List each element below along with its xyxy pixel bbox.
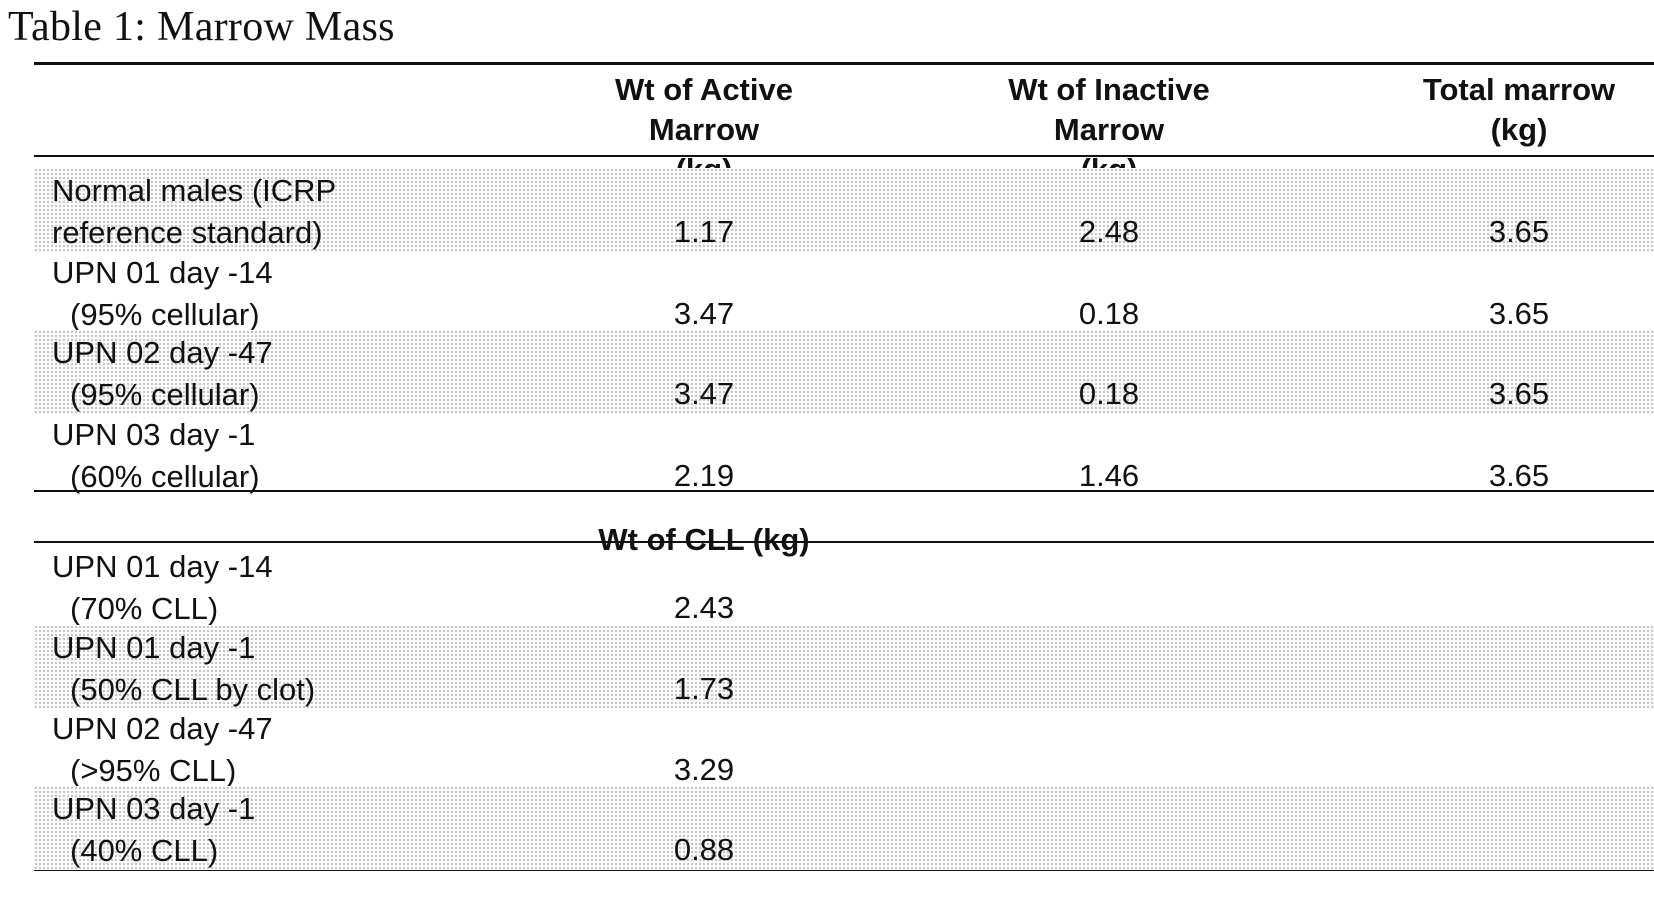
row-label-line1: Normal males (ICRP bbox=[52, 170, 336, 212]
cell-active: 2.19 bbox=[564, 456, 844, 496]
row-label: UPN 01 day -1 (50% CLL by clot) bbox=[52, 627, 315, 711]
row-label: UPN 03 day -1 (40% CLL) bbox=[52, 788, 255, 872]
cell-total: 3.65 bbox=[1394, 294, 1644, 334]
row-label: UPN 01 day -14 (95% cellular) bbox=[52, 252, 273, 336]
cell-total: 3.65 bbox=[1394, 212, 1644, 252]
cell-inactive: 0.18 bbox=[969, 374, 1249, 414]
top-rule bbox=[34, 62, 1654, 65]
row-label-line2: (50% CLL by clot) bbox=[52, 669, 315, 711]
column-header-unit: (kg) bbox=[1394, 110, 1644, 150]
row-label-line1: UPN 02 day -47 bbox=[52, 708, 273, 750]
cell-active: 3.47 bbox=[564, 374, 844, 414]
cell-total: 3.65 bbox=[1394, 456, 1644, 496]
row-label-line1: UPN 01 day -14 bbox=[52, 252, 273, 294]
table-row-upn02: UPN 02 day -47 (95% cellular) 3.47 0.18 … bbox=[34, 330, 1654, 414]
header-rule bbox=[34, 155, 1654, 157]
table-row-upn03: UPN 03 day -1 (60% cellular) 2.19 1.46 3… bbox=[34, 412, 1654, 496]
row-label-line2: (60% cellular) bbox=[52, 456, 260, 498]
row-label: UPN 03 day -1 (60% cellular) bbox=[52, 414, 260, 498]
row-label: Normal males (ICRP reference standard) bbox=[52, 170, 336, 254]
cell-cll-weight: 3.29 bbox=[564, 750, 844, 790]
row-label-line2: (70% CLL) bbox=[52, 588, 273, 630]
row-label-line1: UPN 03 day -1 bbox=[52, 414, 260, 456]
table-row-cll-upn03: UPN 03 day -1 (40% CLL) 0.88 bbox=[34, 786, 1654, 870]
cell-cll-weight: 0.88 bbox=[564, 830, 844, 870]
table-caption: Table 1: Marrow Mass bbox=[8, 2, 395, 52]
row-label-line1: UPN 02 day -47 bbox=[52, 332, 273, 374]
cell-inactive: 1.46 bbox=[969, 456, 1249, 496]
cell-active: 3.47 bbox=[564, 294, 844, 334]
column-header-line: Total marrow bbox=[1394, 70, 1644, 110]
table-row-normal-males: Normal males (ICRP reference standard) 1… bbox=[34, 168, 1654, 252]
column-header-total-marrow: Total marrow (kg) bbox=[1394, 70, 1644, 150]
row-label-line2: reference standard) bbox=[52, 212, 336, 254]
row-label: UPN 02 day -47 (95% cellular) bbox=[52, 332, 273, 416]
cell-inactive: 0.18 bbox=[969, 294, 1249, 334]
table-row-cll-upn01-d1: UPN 01 day -1 (50% CLL by clot) 1.73 bbox=[34, 625, 1654, 709]
table-row-cll-upn01-d14: UPN 01 day -14 (70% CLL) 2.43 bbox=[34, 544, 1654, 628]
row-label-line1: UPN 01 day -1 bbox=[52, 627, 315, 669]
cell-inactive: 2.48 bbox=[969, 212, 1249, 252]
row-label: UPN 02 day -47 (>95% CLL) bbox=[52, 708, 273, 792]
table-row-upn01: UPN 01 day -14 (95% cellular) 3.47 0.18 … bbox=[34, 250, 1654, 334]
cll-header-rule bbox=[34, 541, 1654, 543]
row-label-line1: UPN 03 day -1 bbox=[52, 788, 255, 830]
row-label-line1: UPN 01 day -14 bbox=[52, 546, 273, 588]
column-header-line: Wt of Active Marrow bbox=[564, 70, 844, 150]
cell-cll-weight: 1.73 bbox=[564, 669, 844, 709]
cell-cll-weight: 2.43 bbox=[564, 588, 844, 628]
row-label-line2: (95% cellular) bbox=[52, 374, 273, 416]
column-header-line: Wt of Inactive Marrow bbox=[969, 70, 1249, 150]
row-label: UPN 01 day -14 (70% CLL) bbox=[52, 546, 273, 630]
row-label-line2: (40% CLL) bbox=[52, 830, 255, 872]
table-row-cll-upn02: UPN 02 day -47 (>95% CLL) 3.29 bbox=[34, 706, 1654, 790]
cell-total: 3.65 bbox=[1394, 374, 1644, 414]
cell-active: 1.17 bbox=[564, 212, 844, 252]
